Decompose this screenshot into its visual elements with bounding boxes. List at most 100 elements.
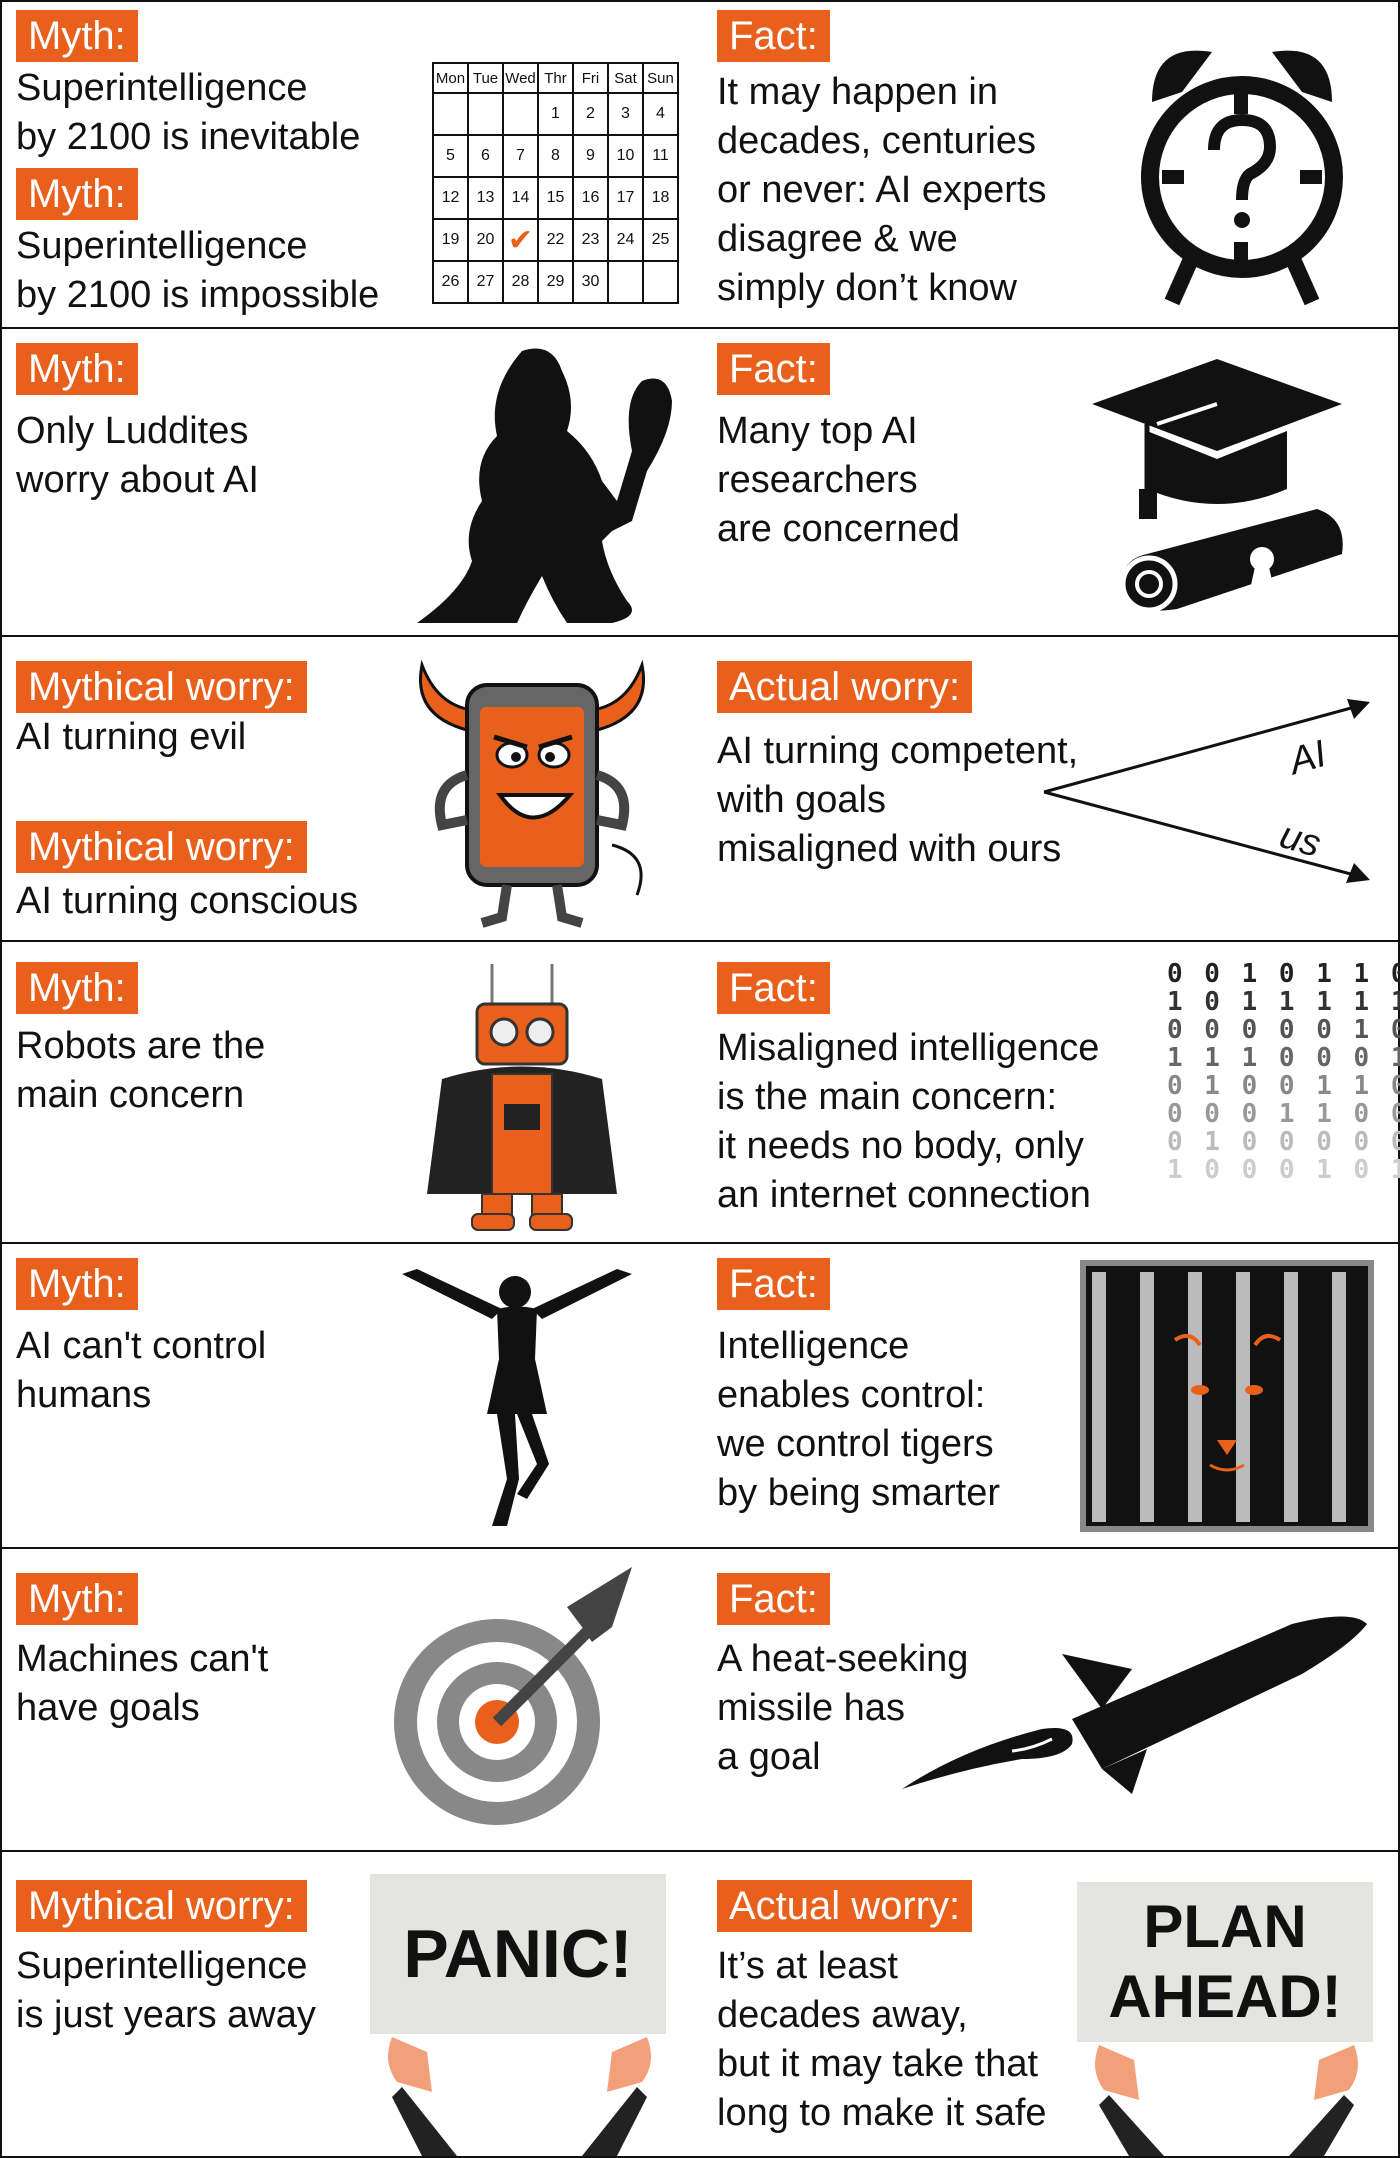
dart-target-icon [394,1567,632,1825]
diverging-arrows-diagram [1043,699,1370,883]
calendar-cell: 26 [432,260,469,304]
binary-row: 0 0 0 0 0 1 0 0 [1167,1015,1400,1045]
calendar-day: Tue [467,62,504,94]
calendar-day: Mon [432,62,469,94]
calendar-cell [642,260,679,304]
myth-label: Myth: [16,168,138,220]
fact-label: Fact: [717,343,830,395]
calendar-day: Wed [502,62,539,94]
checkmark-icon: ✔ [502,218,539,262]
calendar-day: Thr [537,62,574,94]
fact-text: It may happen in decades, centuries or n… [717,71,1047,309]
row-robots: Myth: Robots are the main concern Fact: … [2,942,1398,1244]
actual-worry-label: Actual worry: [717,661,973,713]
row-timeline-worry: Mythical worry: Superintelligence is jus… [2,1852,1398,2156]
calendar-cell: 5 [432,134,469,178]
calendar-cell: 23 [572,218,609,262]
calendar-cell: 11 [642,134,679,178]
mythical-worry-label: Mythical worry: [16,1880,307,1932]
mythical-worry-text: AI turning evil [16,716,247,758]
actual-worry-label: Actual worry: [717,1880,973,1932]
binary-row: 1 1 1 0 0 0 1 0 [1167,1043,1400,1073]
calendar-header: Mon Tue Wed Thr Fri Sat Sun [432,62,679,94]
fact-label: Fact: [717,10,830,62]
dancing-woman-silhouette [402,1269,632,1526]
hands-holding-sign-icon [1095,2045,1358,2156]
calendar-cell: 19 [432,218,469,262]
calendar-cell [467,92,504,136]
binary-row: 0 0 1 0 1 1 0 0 [1167,959,1400,989]
mythical-worry-label: Mythical worry: [16,661,307,713]
binary-row: 0 0 0 1 1 0 0 0 [1167,1099,1400,1129]
mythical-worry-text: Superintelligence is just years away [16,1945,316,2036]
fact-label: Fact: [717,1573,830,1625]
myth-label: Myth: [16,343,138,395]
calendar-cell: 12 [432,176,469,220]
myth-label: Myth: [16,10,138,62]
calendar-cell [607,260,644,304]
myth-text: Superintelligence by 2100 is impossible [16,225,380,316]
calendar-cell: 6 [467,134,504,178]
binary-row: 1 0 1 1 1 1 1 1 [1167,987,1400,1017]
hands-holding-sign-icon [388,2037,651,2156]
plan-ahead-sign: PLAN AHEAD! [1077,1882,1373,2042]
row-luddites: Myth: Only Luddites worry about AI Fact:… [2,329,1398,637]
calendar-cell: 22 [537,218,574,262]
calendar-cell: 25 [642,218,679,262]
graduation-cap-diploma-icon [1092,359,1343,613]
missile-icon [902,1616,1367,1794]
row-goals: Myth: Machines can't have goals Fact: A … [2,1549,1398,1852]
calendar-cell: 8 [537,134,574,178]
calendar-cell: 15 [537,176,574,220]
calendar-cell: 17 [607,176,644,220]
row-control: Myth: AI can't control humans Fact: Inte… [2,1244,1398,1549]
calendar-cell: 10 [607,134,644,178]
actual-worry-text: AI turning competent, with goals misalig… [717,730,1079,870]
fact-text: Many top AI researchers are concerned [717,410,960,550]
mythical-worry-text: AI turning conscious [16,880,359,922]
row-superintelligence-timing: Myth: Superintelligence by 2100 is inevi… [2,2,1398,329]
alarm-clock-question-icon [1141,50,1343,306]
fact-label: Fact: [717,1258,830,1310]
calendar-day: Sun [642,62,679,94]
calendar-cell: 20 [467,218,504,262]
binary-row: 0 1 0 0 0 0 0 0 [1167,1127,1400,1157]
mythical-worry-label: Mythical worry: [16,821,307,873]
calendar-cell: 27 [467,260,504,304]
caveman-club-silhouette [417,348,672,623]
myth-text: Superintelligence by 2100 is inevitable [16,67,361,158]
calendar-cell: 7 [502,134,539,178]
calendar-cell: 30 [572,260,609,304]
myth-label: Myth: [16,962,138,1014]
calendar-day: Sat [607,62,644,94]
calendar-cell: 14 [502,176,539,220]
calendar-cell: 4 [642,92,679,136]
calendar-cell: 28 [502,260,539,304]
fact-text: Intelligence enables control: we control… [717,1325,1001,1514]
calendar-cell [502,92,539,136]
calendar-cell: 13 [467,176,504,220]
calendar-cell: 3 [607,92,644,136]
fact-text: Misaligned intelligence is the main conc… [717,1027,1100,1216]
myth-text: Machines can't have goals [16,1638,269,1729]
fact-label: Fact: [717,962,830,1014]
devil-smartphone-illustration [419,659,645,928]
calendar-cell: 18 [642,176,679,220]
calendar-week: 26 27 28 29 30 [432,260,679,304]
calendar-week: 19 20 ✔ 22 23 24 25 [432,218,679,262]
myth-text: AI can't control humans [16,1325,267,1416]
myth-text: Only Luddites worry about AI [16,410,259,501]
myth-text: Robots are the main concern [16,1025,266,1116]
caped-robot-illustration [427,964,617,1231]
binary-digits-graphic: 0 0 1 0 1 1 0 0 1 0 1 1 1 1 1 1 0 0 0 0 … [1167,959,1400,1184]
calendar-cell: 24 [607,218,644,262]
calendar-day: Fri [572,62,609,94]
calendar-cell: 29 [537,260,574,304]
myth-label: Myth: [16,1573,138,1625]
actual-worry-text: It’s at least decades away, but it may t… [717,1945,1047,2134]
calendar-week: 12 13 14 15 16 17 18 [432,176,679,220]
calendar-week: 5 6 7 8 9 10 11 [432,134,679,178]
